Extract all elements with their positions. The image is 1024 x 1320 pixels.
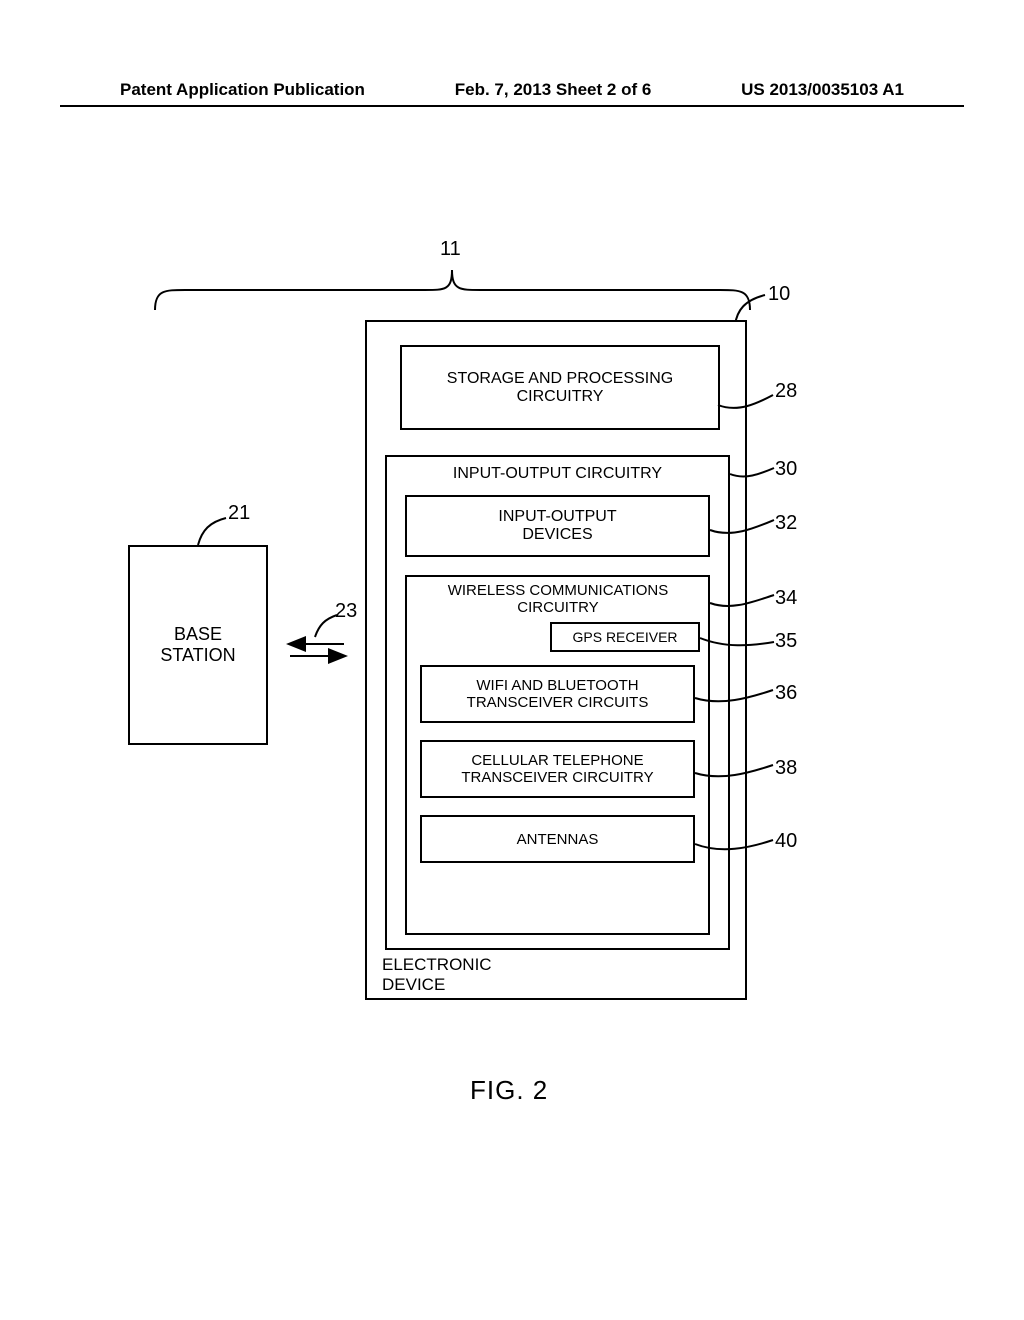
ref-11: 11 xyxy=(440,238,461,261)
ref-28: 28 xyxy=(775,380,797,403)
device-label: ELECTRONIC DEVICE xyxy=(382,955,492,995)
io-circuitry-label: INPUT-OUTPUT CIRCUITRY xyxy=(453,465,662,483)
ref-32-leader xyxy=(710,520,776,536)
ref-21: 21 xyxy=(228,502,250,525)
cell-box: CELLULAR TELEPHONE TRANSCEIVER CIRCUITRY xyxy=(420,740,695,798)
ref-34-leader xyxy=(710,595,776,609)
storage-box: STORAGE AND PROCESSING CIRCUITRY xyxy=(400,345,720,430)
ref-36: 36 xyxy=(775,682,797,705)
ref-34: 34 xyxy=(775,587,797,610)
ref-35: 35 xyxy=(775,630,797,653)
io-devices-box: INPUT-OUTPUT DEVICES xyxy=(405,495,710,557)
ref-30: 30 xyxy=(775,458,797,481)
ref-30-leader xyxy=(730,468,776,480)
ref-23: 23 xyxy=(335,600,357,623)
gps-box: GPS RECEIVER xyxy=(550,622,700,652)
ref-38-leader xyxy=(695,765,775,779)
ref-32: 32 xyxy=(775,512,797,535)
wireless-label: WIRELESS COMMUNICATIONS CIRCUITRY xyxy=(418,582,698,616)
ref-21-leader xyxy=(198,518,232,548)
ref-36-leader xyxy=(695,690,775,704)
ref-28-leader xyxy=(718,395,776,413)
antennas-box: ANTENNAS xyxy=(420,815,695,863)
wifi-bt-box: WIFI AND BLUETOOTH TRANSCEIVER CIRCUITS xyxy=(420,665,695,723)
ref-35-leader xyxy=(700,636,776,648)
base-station-box: BASE STATION xyxy=(128,545,268,745)
ref-40: 40 xyxy=(775,830,797,853)
ref-40-leader xyxy=(695,838,775,852)
ref-10: 10 xyxy=(768,283,790,306)
figure-label: FIG. 2 xyxy=(470,1075,548,1106)
diagram-area: 11 10 BASE STATION 21 23 ELECTRONIC DEVI… xyxy=(0,0,1024,1320)
ref-38: 38 xyxy=(775,757,797,780)
curly-brace xyxy=(155,270,750,312)
